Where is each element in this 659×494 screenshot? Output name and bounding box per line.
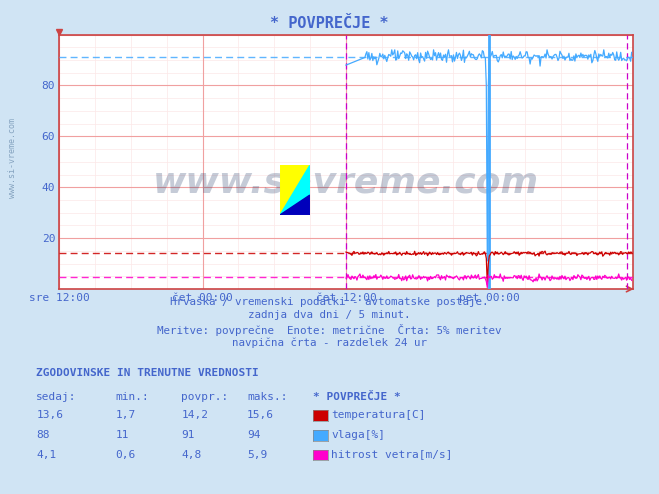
Text: www.si-vreme.com: www.si-vreme.com [8, 118, 17, 198]
Text: ZGODOVINSKE IN TRENUTNE VREDNOSTI: ZGODOVINSKE IN TRENUTNE VREDNOSTI [36, 368, 259, 378]
Text: navpična črta - razdelek 24 ur: navpična črta - razdelek 24 ur [232, 338, 427, 348]
Text: Meritve: povprečne  Enote: metrične  Črta: 5% meritev: Meritve: povprečne Enote: metrične Črta:… [158, 324, 501, 336]
Text: 88: 88 [36, 430, 49, 440]
Text: sedaj:: sedaj: [36, 392, 76, 402]
Text: 5,9: 5,9 [247, 450, 268, 459]
Text: temperatura[C]: temperatura[C] [331, 410, 426, 420]
Polygon shape [280, 165, 310, 215]
Text: 11: 11 [115, 430, 129, 440]
Text: maks.:: maks.: [247, 392, 287, 402]
Text: vlaga[%]: vlaga[%] [331, 430, 386, 440]
Text: 0,6: 0,6 [115, 450, 136, 459]
Text: zadnja dva dni / 5 minut.: zadnja dva dni / 5 minut. [248, 310, 411, 320]
Text: 91: 91 [181, 430, 194, 440]
Text: Hrvaška / vremenski podatki - avtomatske postaje.: Hrvaška / vremenski podatki - avtomatske… [170, 296, 489, 307]
Text: povpr.:: povpr.: [181, 392, 229, 402]
Text: min.:: min.: [115, 392, 149, 402]
Text: 1,7: 1,7 [115, 410, 136, 420]
Polygon shape [280, 195, 310, 215]
Polygon shape [280, 165, 310, 215]
Text: 15,6: 15,6 [247, 410, 274, 420]
Text: hitrost vetra[m/s]: hitrost vetra[m/s] [331, 450, 453, 459]
Text: 4,1: 4,1 [36, 450, 57, 459]
Text: 94: 94 [247, 430, 260, 440]
Text: * POVPREČJE *: * POVPREČJE * [270, 16, 389, 31]
Text: 14,2: 14,2 [181, 410, 208, 420]
Text: 13,6: 13,6 [36, 410, 63, 420]
Text: * POVPREČJE *: * POVPREČJE * [313, 392, 401, 402]
Text: www.si-vreme.com: www.si-vreme.com [153, 165, 539, 199]
Text: 4,8: 4,8 [181, 450, 202, 459]
